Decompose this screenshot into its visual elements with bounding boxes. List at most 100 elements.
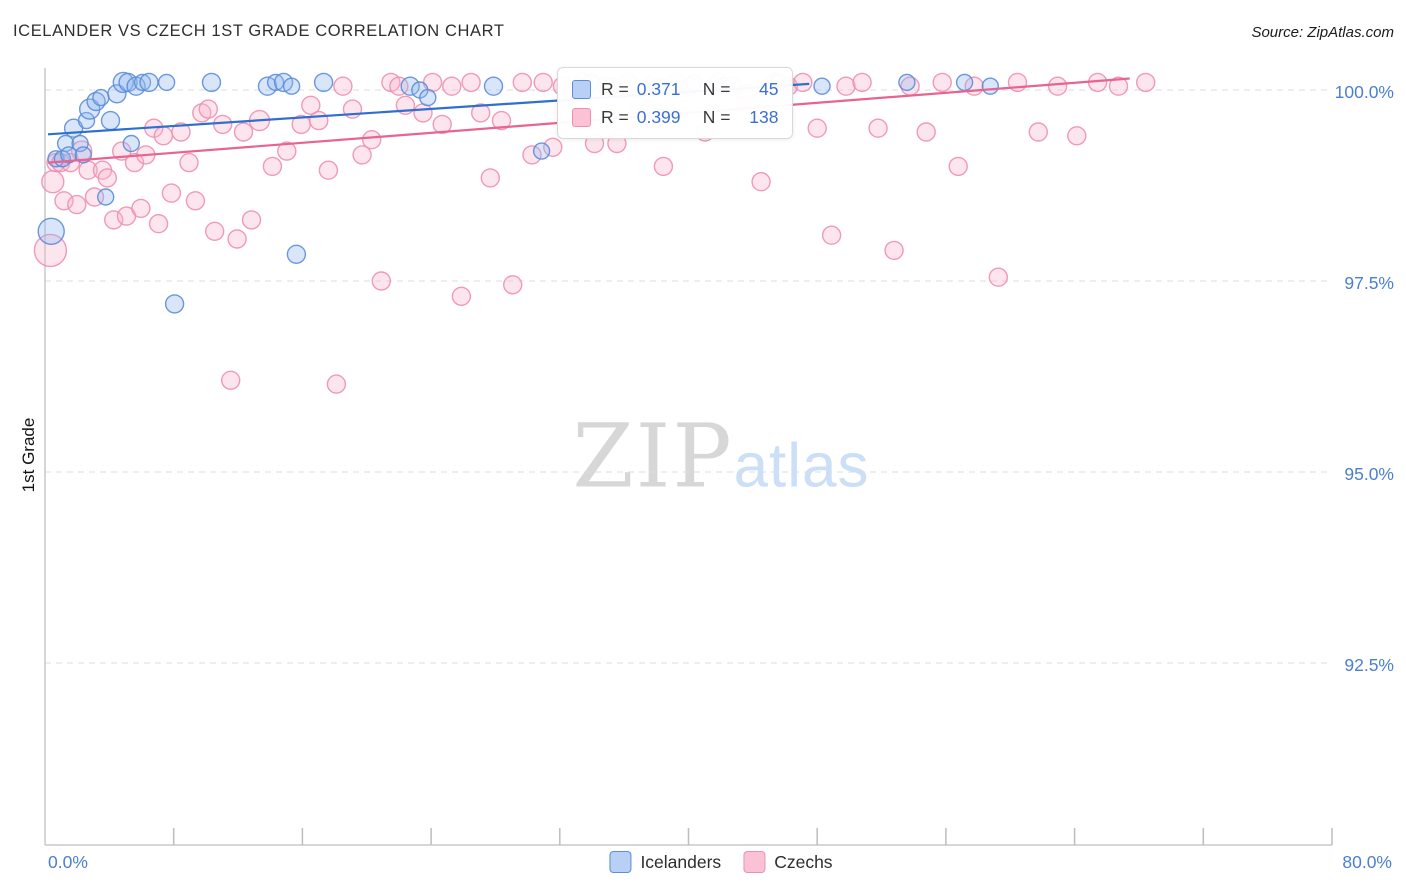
scatter-point-czechs (1067, 126, 1087, 146)
scatter-point-czechs (653, 156, 674, 177)
scatter-point-icelanders (133, 73, 152, 92)
scatter-point-czechs (131, 198, 151, 219)
scatter-point-czechs (451, 286, 472, 306)
page-title: ICELANDER VS CZECH 1ST GRADE CORRELATION… (13, 22, 505, 40)
scatter-point-icelanders (257, 76, 278, 96)
scatter-point-czechs (1028, 122, 1049, 142)
scatter-point-czechs (161, 183, 182, 203)
scatter-point-czechs (148, 213, 169, 234)
scatter-point-icelanders (100, 110, 121, 131)
scatter-point-czechs (389, 76, 409, 96)
scatter-point-icelanders (282, 77, 301, 95)
scatter-point-icelanders (286, 244, 307, 265)
scatter-point-czechs (352, 145, 372, 165)
czechs-swatch-icon (572, 107, 591, 127)
zipatlas-watermark: ZIP atlas (572, 405, 869, 508)
watermark-zip-text: ZIP (572, 404, 734, 508)
scatter-point-icelanders (112, 71, 135, 94)
scatter-point-icelanders (266, 73, 285, 92)
scatter-point-czechs (204, 221, 225, 242)
scatter-point-icelanders (164, 294, 185, 314)
scatter-point-czechs (836, 76, 856, 96)
scatter-point-czechs (503, 275, 523, 295)
scatter-point-czechs (233, 122, 254, 142)
scatter-point-icelanders (483, 76, 504, 96)
scatter-point-czechs (153, 126, 174, 146)
scatter-point-czechs (171, 122, 191, 142)
scatter-point-czechs (362, 129, 382, 150)
legend-label-czechs: Czechs (774, 851, 833, 872)
scatter-point-czechs (932, 72, 952, 93)
scatter-point-czechs (884, 240, 904, 261)
correlation-stats-box: R = 0.371 N = 45 R = 0.399 N = 138 (557, 67, 794, 139)
scatter-point-czechs (543, 137, 563, 158)
scatter-point-icelanders (122, 134, 141, 153)
y-tick-label: 95.0% (1344, 464, 1394, 484)
scatter-point-icelanders (96, 188, 115, 206)
scatter-point-czechs (751, 171, 771, 192)
scatter-point-czechs (97, 168, 118, 188)
scatter-point-icelanders (273, 72, 294, 93)
scatter-point-icelanders (313, 72, 334, 93)
r-value: 0.399 (636, 106, 681, 127)
icelanders-swatch-icon (572, 79, 591, 99)
n-label: N = (702, 78, 731, 99)
scatter-point-czechs (185, 191, 206, 211)
scatter-point-czechs (491, 110, 512, 131)
czechs-legend-swatch-icon (743, 851, 766, 873)
scatter-point-czechs (212, 114, 233, 135)
scatter-point-czechs (41, 169, 65, 194)
watermark-atlas-text: atlas (733, 431, 870, 501)
scatter-point-czechs (480, 168, 500, 188)
r-label: R = (601, 78, 629, 99)
scatter-point-czechs (512, 72, 532, 93)
scatter-point-czechs (988, 267, 1008, 287)
scatter-point-czechs (318, 160, 339, 180)
scatter-point-icelanders (157, 73, 176, 92)
scatter-point-czechs (333, 76, 353, 96)
scatter-point-czechs (916, 122, 936, 142)
scatter-point-icelanders (139, 72, 159, 93)
scatter-point-czechs (821, 225, 842, 245)
scatter-point-czechs (67, 194, 87, 215)
scatter-point-czechs (522, 145, 542, 165)
scatter-point-icelanders (60, 146, 78, 164)
scatter-point-czechs (533, 72, 553, 93)
x-tick-label-max: 80.0% (1342, 852, 1392, 872)
scatter-point-czechs (371, 271, 391, 291)
scatter-point-icelanders (419, 88, 437, 107)
scatter-point-czechs (326, 374, 347, 394)
scatter-point-icelanders (92, 88, 110, 107)
scatter-point-icelanders (400, 76, 420, 96)
n-value: 138 (749, 106, 779, 127)
scatter-point-czechs (461, 72, 481, 93)
scatter-point-czechs (948, 156, 968, 177)
scatter-point-icelanders (532, 142, 551, 160)
scatter-point-icelanders (201, 72, 222, 93)
scatter-point-czechs (852, 72, 872, 93)
scatter-point-czechs (198, 99, 219, 119)
icelanders-legend-swatch-icon (609, 851, 632, 873)
scatter-point-icelanders (813, 77, 831, 95)
scatter-point-czechs (301, 95, 321, 116)
scatter-point-czechs (227, 229, 247, 249)
source-attribution: Source: ZipAtlas.com (1251, 24, 1394, 41)
scatter-point-czechs (309, 110, 329, 131)
scatter-point-czechs (868, 118, 888, 138)
legend-item-icelanders: Icelanders (609, 851, 721, 873)
stats-row-icelanders: R = 0.371 N = 45 (572, 75, 778, 103)
series-legend: Icelanders Czechs (609, 851, 833, 873)
r-label: R = (601, 106, 629, 127)
scatter-point-czechs (220, 370, 241, 390)
x-tick-label-min: 0.0% (48, 852, 88, 872)
stats-row-czechs: R = 0.399 N = 138 (572, 103, 778, 131)
scatter-point-czechs (442, 76, 462, 96)
scatter-point-czechs (413, 103, 433, 123)
legend-label-icelanders: Icelanders (640, 851, 722, 872)
scatter-point-czechs (179, 152, 199, 173)
y-tick-label: 97.5% (1344, 273, 1394, 293)
scatter-point-icelanders (898, 73, 916, 92)
scatter-point-icelanders (981, 77, 999, 95)
scatter-point-czechs (1135, 72, 1156, 93)
scatter-point-czechs (432, 114, 452, 135)
